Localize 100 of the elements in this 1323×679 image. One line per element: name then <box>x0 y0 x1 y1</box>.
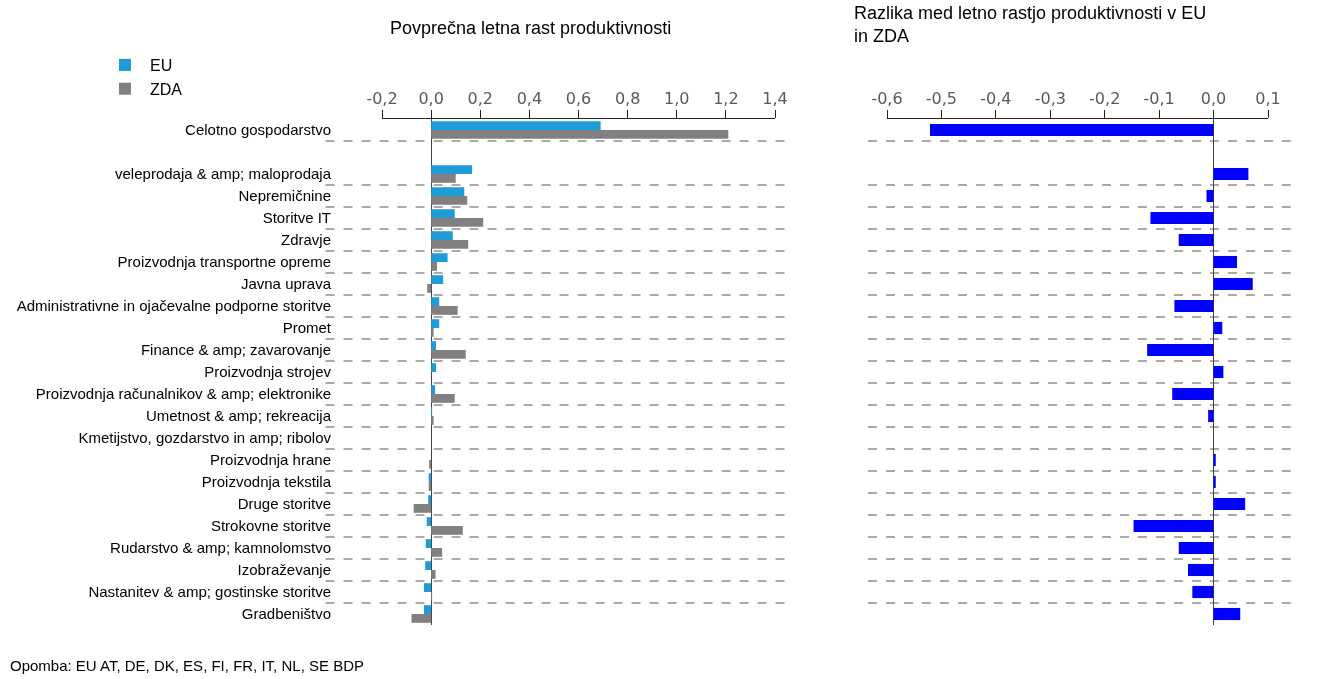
bar <box>431 416 434 425</box>
x-tick-label: -0,4 <box>980 88 1012 108</box>
bar <box>431 130 729 139</box>
bar <box>1150 211 1214 225</box>
chart-title: Razlika med letno rastjo produktivnosti v EU in ZDA <box>854 3 1207 47</box>
bar <box>1213 321 1223 335</box>
y-tick-label: Javna uprava <box>240 275 332 293</box>
y-tick-label: Umetnost & amp; rekreacija <box>145 407 332 425</box>
x-tick-label: -0,5 <box>925 88 958 108</box>
bar <box>431 548 443 557</box>
y-tick-label: Administrativne in ojačevalne podporne storitve <box>16 297 331 315</box>
bar <box>1213 167 1249 181</box>
x-tick-label: 1,4 <box>762 88 788 108</box>
bar <box>1213 607 1241 621</box>
bar <box>431 262 438 271</box>
bar <box>1187 563 1214 577</box>
bar <box>431 297 440 306</box>
bar <box>1213 277 1253 291</box>
x-tick-label: 0,4 <box>516 88 543 108</box>
x-tick-label: -0,6 <box>871 88 903 108</box>
bar <box>431 187 465 196</box>
bar <box>1178 541 1214 555</box>
x-tick-label: -0,3 <box>1034 88 1066 108</box>
bar <box>431 341 437 350</box>
y-tick-label: Zdravje <box>280 231 331 249</box>
bar <box>1206 189 1214 203</box>
y-tick-label: Finance & amp; zavarovanje <box>140 341 331 359</box>
bar <box>431 328 434 337</box>
bar <box>431 253 448 262</box>
bar <box>413 504 432 513</box>
bar <box>431 121 601 130</box>
y-tick-label: Celotno gospodarstvo <box>185 121 331 139</box>
bar <box>1213 365 1224 379</box>
bar <box>1147 343 1214 357</box>
bar <box>431 240 469 249</box>
y-tick-label: Proizvodnja računalnikov & amp; elektronike <box>35 385 331 403</box>
bar <box>425 539 432 548</box>
bar <box>425 561 432 570</box>
y-tick-label: Rudarstvo & amp; kamnolomstvo <box>110 539 331 557</box>
bar <box>431 394 455 403</box>
bar <box>431 165 473 174</box>
y-tick-label: veleprodaja & amp; maloprodaja <box>115 165 332 183</box>
x-tick-label: 1,0 <box>664 88 690 108</box>
bar <box>431 319 440 328</box>
x-tick-label: 0,6 <box>565 88 592 108</box>
y-tick-label: Nepremičnine <box>238 187 331 205</box>
legend-label: EU <box>150 57 173 75</box>
bar <box>431 209 455 218</box>
bar <box>1213 255 1237 269</box>
y-tick-label: Proizvodnja strojev <box>204 363 332 381</box>
bar <box>428 495 432 504</box>
bar <box>1213 497 1246 511</box>
x-tick-label: 0,1 <box>1255 88 1281 108</box>
bar <box>431 218 484 227</box>
bar <box>431 526 463 535</box>
x-tick-label: 0,0 <box>418 88 444 108</box>
y-tick-label: Kmetijstvo, gozdarstvo in amp; ribolov <box>78 429 332 447</box>
bar <box>1174 299 1214 313</box>
legend-label: ZDA <box>150 80 183 98</box>
y-tick-label: Proizvodnja transportne opreme <box>117 253 331 271</box>
y-tick-label: Izobraževanje <box>237 561 331 579</box>
bar <box>431 570 436 579</box>
bar <box>1172 387 1214 401</box>
x-tick-label: -0,1 <box>1143 88 1175 108</box>
bar <box>1213 475 1216 489</box>
bar <box>431 196 468 205</box>
bar <box>431 306 458 315</box>
y-tick-label: Proizvodnja hrane <box>210 451 331 469</box>
bar <box>426 517 432 526</box>
bar <box>1178 233 1214 247</box>
bar <box>427 284 432 293</box>
text: Opomba: EU AT, DE, DK, ES, FI, FR, IT, NL, SE BDP <box>10 657 364 674</box>
bar <box>1213 453 1216 467</box>
bar <box>431 385 436 394</box>
bar <box>424 583 432 592</box>
y-tick-label: Nastanitev & amp; gostinske storitve <box>88 583 331 601</box>
bar <box>431 275 444 284</box>
x-tick-label: 0,8 <box>614 88 641 108</box>
x-tick-label: 0,2 <box>467 88 493 108</box>
bar <box>1133 519 1214 533</box>
bar <box>1192 585 1214 599</box>
chart-title: Povprečna letna rast produktivnosti <box>390 18 672 38</box>
bar <box>431 231 453 240</box>
bar <box>431 174 456 183</box>
x-tick-label: -0,2 <box>366 88 398 108</box>
y-tick-label: Strokovne storitve <box>210 517 331 535</box>
x-tick-label: -0,2 <box>1089 88 1121 108</box>
bar <box>431 363 437 372</box>
bar <box>411 614 432 623</box>
y-tick-label: Proizvodnja tekstila <box>201 473 332 491</box>
bar <box>424 605 432 614</box>
x-tick-label: 0,0 <box>1200 88 1227 108</box>
bar <box>930 123 1214 137</box>
x-tick-label: 1,2 <box>713 88 739 108</box>
bar <box>431 350 466 359</box>
y-tick-label: Gradbeništvo <box>241 605 331 623</box>
y-tick-label: Storitve IT <box>262 209 331 227</box>
y-tick-label: Druge storitve <box>237 495 331 513</box>
y-tick-label: Promet <box>282 319 332 337</box>
bar <box>1208 409 1214 423</box>
